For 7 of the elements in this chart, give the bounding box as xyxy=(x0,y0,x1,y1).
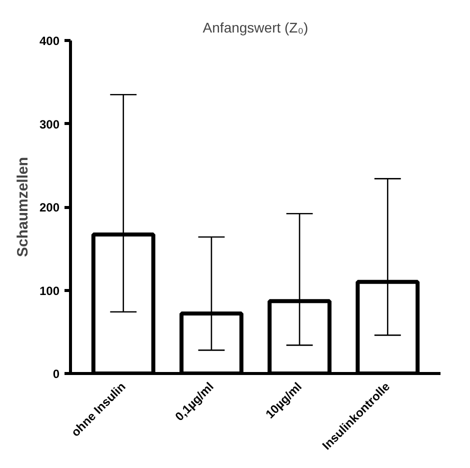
y-tick-label: 0 xyxy=(52,367,60,381)
y-tick-label: 200 xyxy=(39,200,60,214)
y-tick-label: 400 xyxy=(39,34,60,48)
y-tick-label: 100 xyxy=(39,284,60,298)
y-axis-title: Schaumzellen xyxy=(14,156,32,258)
y-tick-label: 300 xyxy=(39,117,60,132)
chart-title: Anfangswert (Z₀) xyxy=(202,20,308,36)
